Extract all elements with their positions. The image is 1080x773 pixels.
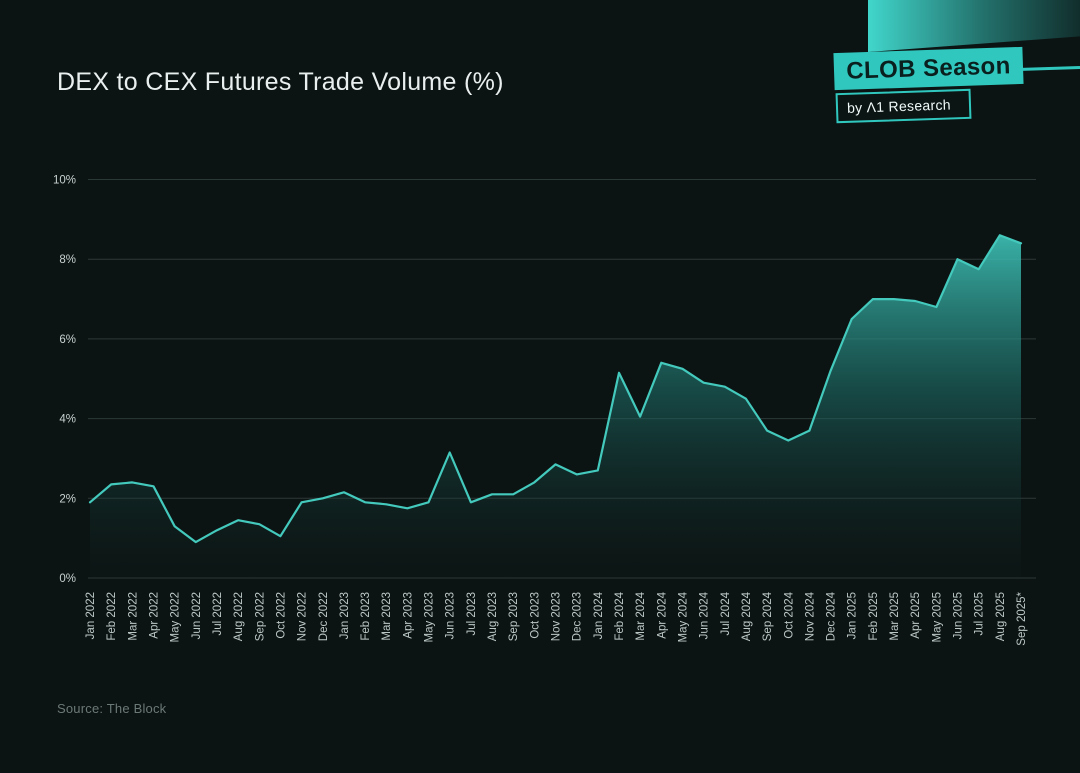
x-tick-label: May 2025 — [931, 592, 943, 643]
x-axis-labels: Jan 2022 Feb 2022 Mar 2022 Apr 2022 May 2022… — [85, 591, 1028, 645]
x-tick-label: Jan 2025 — [847, 592, 859, 639]
x-tick-label: Jan 2024 — [593, 591, 605, 639]
x-tick-label: Mar 2023 — [381, 592, 393, 641]
x-tick-label: Jul 2025 — [974, 592, 986, 635]
x-tick-label: Jul 2024 — [720, 591, 732, 635]
source-note: Source: The Block — [57, 701, 167, 716]
y-tick-label: 2% — [59, 493, 76, 505]
y-tick-label: 8% — [59, 254, 76, 266]
x-tick-label: Oct 2022 — [275, 592, 287, 639]
y-axis-labels: 0% 2% 4% 6% 8% 10% — [53, 175, 76, 586]
x-tick-label: Sep 2024 — [762, 591, 774, 641]
x-tick-label: Oct 2023 — [529, 592, 541, 639]
x-tick-label: Jul 2023 — [466, 592, 478, 635]
x-tick-label: Apr 2023 — [402, 592, 414, 639]
x-tick-label: Mar 2025 — [889, 592, 901, 641]
x-tick-label: Jun 2022 — [191, 592, 203, 639]
x-tick-label: Jun 2023 — [445, 592, 457, 639]
x-tick-label: May 2024 — [678, 591, 690, 642]
x-tick-label: Nov 2024 — [804, 591, 816, 641]
x-tick-label: Aug 2024 — [741, 591, 753, 641]
y-tick-label: 0% — [59, 573, 76, 585]
x-tick-label: Oct 2024 — [783, 591, 795, 638]
y-tick-label: 6% — [59, 334, 76, 346]
x-tick-label: Apr 2025 — [910, 592, 922, 639]
x-tick-label: Feb 2023 — [360, 592, 372, 641]
x-tick-label: Jan 2022 — [85, 592, 97, 639]
x-tick-label: Dec 2023 — [572, 592, 584, 641]
x-tick-label: Sep 2022 — [254, 592, 266, 641]
x-tick-label: Jan 2023 — [339, 592, 351, 639]
x-tick-label: Apr 2024 — [656, 591, 668, 638]
x-tick-label: Dec 2022 — [318, 592, 330, 641]
x-tick-label: Apr 2022 — [149, 592, 161, 639]
y-tick-label: 4% — [59, 414, 76, 426]
x-tick-label: May 2022 — [170, 592, 182, 643]
x-tick-label: Mar 2022 — [127, 592, 139, 641]
x-tick-label: Mar 2024 — [635, 591, 647, 640]
x-tick-label: Feb 2025 — [868, 592, 880, 641]
x-tick-label: Jun 2025 — [953, 592, 965, 639]
x-tick-label: Sep 2025* — [1016, 591, 1028, 645]
x-tick-label: Aug 2023 — [487, 592, 499, 641]
x-tick-label: Sep 2023 — [508, 592, 520, 641]
x-tick-label: Dec 2024 — [826, 591, 838, 641]
x-tick-label: Feb 2024 — [614, 591, 626, 640]
y-tick-label: 10% — [53, 175, 76, 187]
x-tick-label: Nov 2022 — [297, 592, 309, 641]
chart-title: DEX to CEX Futures Trade Volume (%) — [57, 68, 504, 96]
x-tick-label: Aug 2022 — [233, 592, 245, 641]
data-line — [88, 234, 1023, 544]
x-tick-label: Nov 2023 — [551, 592, 563, 641]
x-tick-label: May 2023 — [424, 592, 436, 643]
x-tick-label: Feb 2022 — [106, 592, 118, 641]
x-tick-label: Jul 2022 — [212, 592, 224, 635]
area-fill — [90, 235, 1021, 579]
x-tick-label: Jun 2024 — [699, 591, 711, 639]
x-tick-label: Aug 2025 — [995, 592, 1007, 641]
